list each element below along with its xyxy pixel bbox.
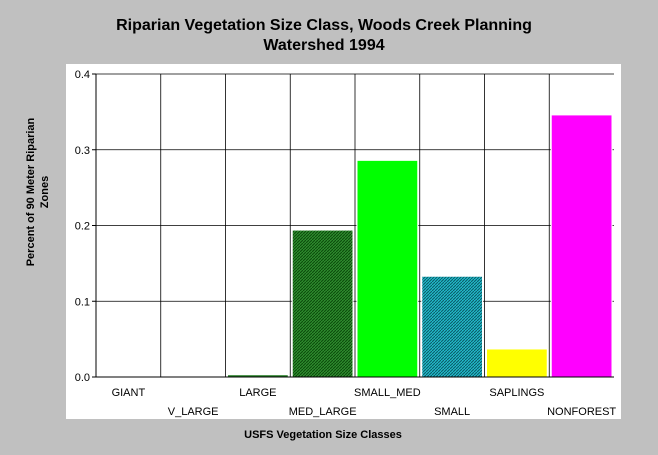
bar-small	[421, 275, 483, 378]
y-tick-label: 0.3	[75, 145, 90, 157]
y-tick-label: 0.2	[75, 221, 90, 233]
bar-small-med	[356, 159, 419, 378]
x-category-label-large: LARGE	[239, 387, 276, 399]
bar-saplings	[486, 348, 548, 378]
y-tick-label: 0.4	[75, 69, 90, 81]
y-axis: 0.0 0.1 0.2 0.3 0.4	[75, 69, 614, 384]
x-category-label-v-large: V_LARGE	[168, 406, 219, 418]
bar-med-large	[291, 229, 354, 378]
x-category-label-med-large: MED_LARGE	[289, 406, 357, 418]
chart-title-line2: Watershed 1994	[263, 37, 384, 54]
x-axis-title: USFS Vegetation Size Classes	[244, 429, 402, 441]
x-category-label-small: SMALL	[434, 406, 470, 418]
grid-lines	[96, 73, 614, 378]
bar-nonforest	[550, 114, 613, 378]
bars-group	[227, 114, 613, 378]
y-axis-title-line1: Percent of 90 Meter Riparian	[25, 117, 37, 266]
y-axis-title-line2: Zones	[39, 176, 51, 208]
x-category-label-small-med: SMALL_MED	[354, 387, 421, 399]
x-category-label-saplings: SAPLINGS	[489, 387, 544, 399]
x-category-label-nonforest: NONFOREST	[547, 406, 616, 418]
chart-title-line1: Riparian Vegetation Size Class, Woods Cr…	[116, 17, 532, 34]
x-category-label-giant: GIANT	[112, 387, 146, 399]
y-tick-label: 0.0	[75, 372, 90, 384]
x-axis-category-labels: GIANT V_LARGE LARGE MED_LARGE SMALL_MED SMALL…	[112, 387, 617, 418]
y-tick-label: 0.1	[75, 296, 90, 308]
